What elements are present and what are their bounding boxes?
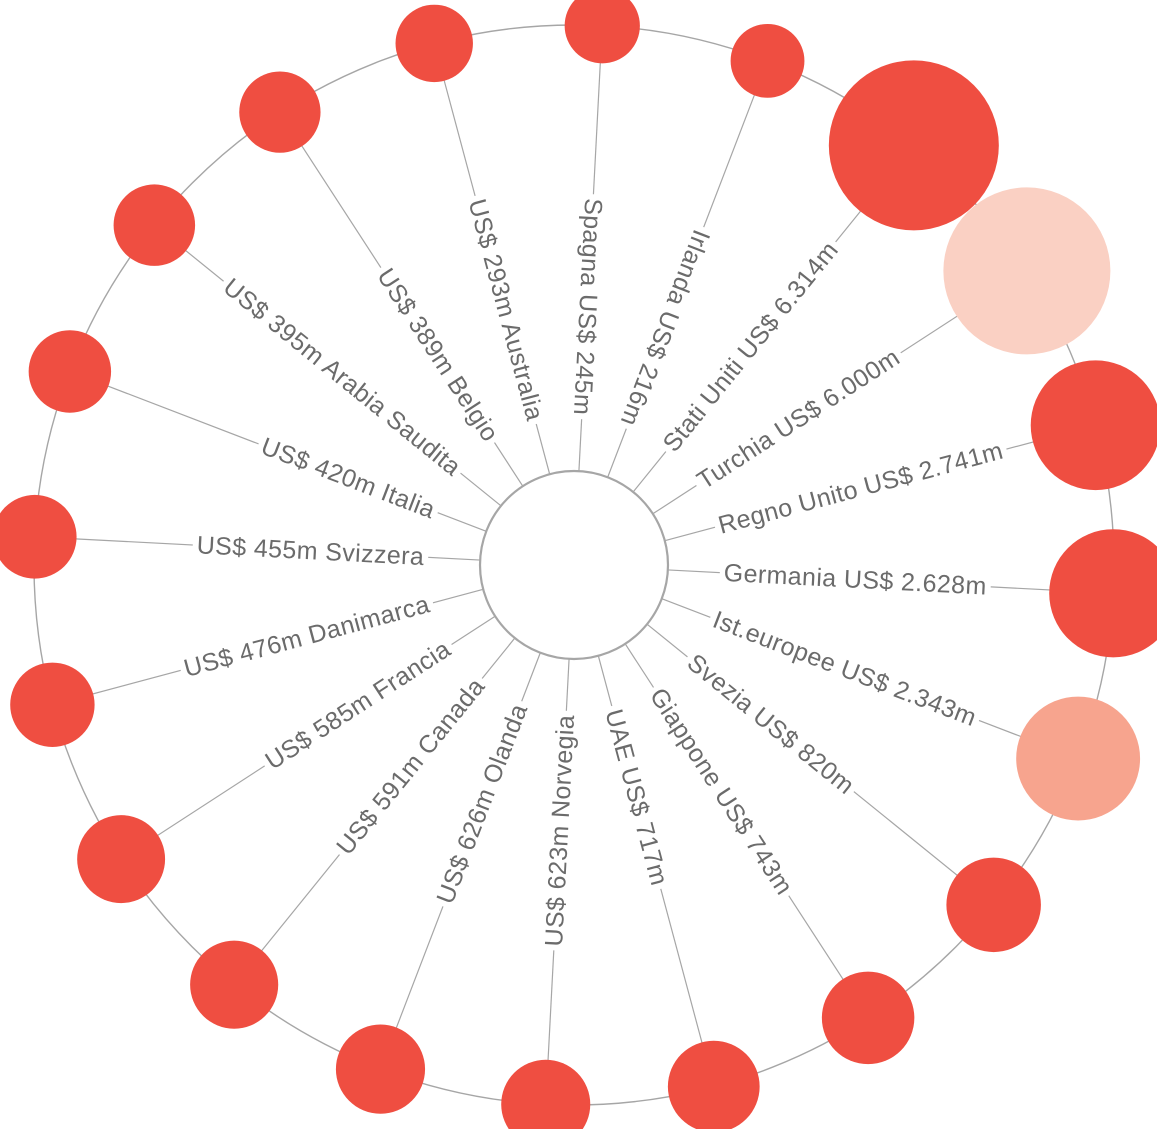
center-hub: [478, 469, 670, 661]
label-group-svizzera: US$ 455m Svizzera: [192, 530, 429, 573]
bubble-giappone: [821, 971, 915, 1065]
label-backing-norvegia: [538, 710, 582, 952]
label-backing-svizzera: [192, 530, 429, 573]
bubble-australia: [395, 4, 473, 83]
label-backing-germania: [719, 557, 992, 602]
label-backing-irlanda: [612, 221, 718, 435]
label-arabia-saudita: US$ 395m Arabia Saudita: [218, 273, 466, 482]
label-backing-turchia: [688, 340, 909, 499]
label-svizzera: US$ 455m Svizzera: [196, 531, 425, 571]
bubble-olanda: [335, 1024, 426, 1114]
label-group-spagna: Spagna US$ 245m: [566, 193, 609, 420]
label-backing-stati-uniti: [654, 232, 848, 461]
bubble-svizzera: [0, 494, 77, 579]
bubble-francia: [77, 815, 166, 904]
label-backing-svezia: [678, 645, 864, 804]
bubble-svezia: [946, 857, 1041, 953]
label-backing-arabia-saudita: [214, 269, 470, 485]
bubble-turchia: [943, 187, 1111, 355]
bubble-spagna: [564, 0, 640, 64]
label-backing-spagna: [566, 193, 609, 420]
bubble-ist-europee: [1016, 696, 1141, 821]
label-backing-uae: [597, 702, 676, 893]
label-backing-italia: [253, 429, 444, 527]
label-backing-belgio: [368, 259, 508, 451]
label-backing-giappone: [640, 679, 802, 904]
label-backing-danimarca: [176, 588, 437, 685]
bubble-canada: [190, 940, 279, 1029]
label-group-uae: UAE US$ 717m: [597, 702, 676, 893]
bubble-danimarca: [10, 662, 95, 747]
label-spagna: Spagna US$ 245m: [568, 198, 607, 416]
label-group-norvegia: US$ 623m Norvegia: [538, 710, 582, 952]
bubble-italia: [28, 330, 112, 413]
label-backing-canada: [327, 669, 494, 865]
label-uae: UAE US$ 717m: [599, 706, 673, 888]
label-backing-australia: [460, 191, 551, 428]
bubble-regno-unito: [1030, 360, 1157, 491]
label-group-arabia-saudita: US$ 395m Arabia Saudita: [214, 269, 470, 485]
bubble-stati-uniti: [828, 60, 999, 231]
bubble-irlanda: [730, 23, 805, 98]
bubble-arabia-saudita: [113, 184, 196, 266]
label-backing-ist-europee: [704, 603, 985, 735]
bubble-germania: [1049, 529, 1157, 658]
label-group-germania: Germania US$ 2.628m: [719, 557, 992, 602]
label-backing-francia: [256, 631, 460, 779]
bubble-norvegia: [501, 1059, 591, 1129]
bubble-uae: [667, 1040, 760, 1129]
bubble-belgio: [239, 71, 321, 153]
label-backing-olanda: [428, 695, 536, 912]
label-backing-regno-unito: [711, 434, 1011, 542]
